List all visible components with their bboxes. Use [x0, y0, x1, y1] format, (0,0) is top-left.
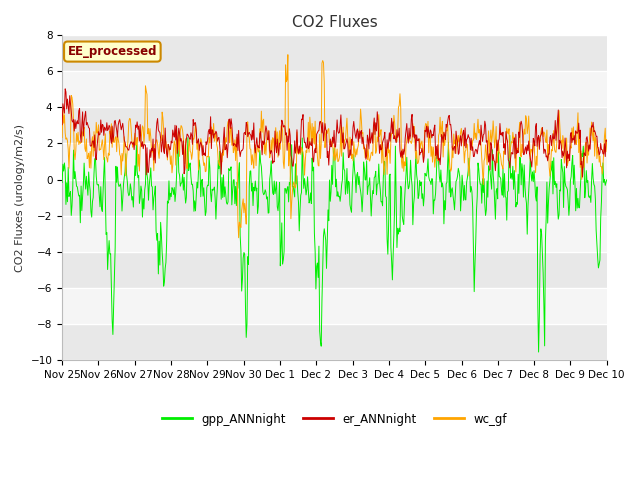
Bar: [62, 252, 607, 288]
Bar: [62, 324, 607, 360]
Bar: [62, 108, 607, 144]
Title: CO2 Fluxes: CO2 Fluxes: [292, 15, 378, 30]
Bar: [62, 72, 607, 108]
Bar: [62, 180, 607, 216]
Bar: [62, 36, 607, 72]
Bar: [62, 144, 607, 180]
Bar: [62, 288, 607, 324]
Bar: [62, 216, 607, 252]
Legend: gpp_ANNnight, er_ANNnight, wc_gf: gpp_ANNnight, er_ANNnight, wc_gf: [157, 408, 511, 431]
Y-axis label: CO2 Fluxes (urology/m2/s): CO2 Fluxes (urology/m2/s): [15, 123, 25, 272]
Text: EE_processed: EE_processed: [68, 45, 157, 58]
